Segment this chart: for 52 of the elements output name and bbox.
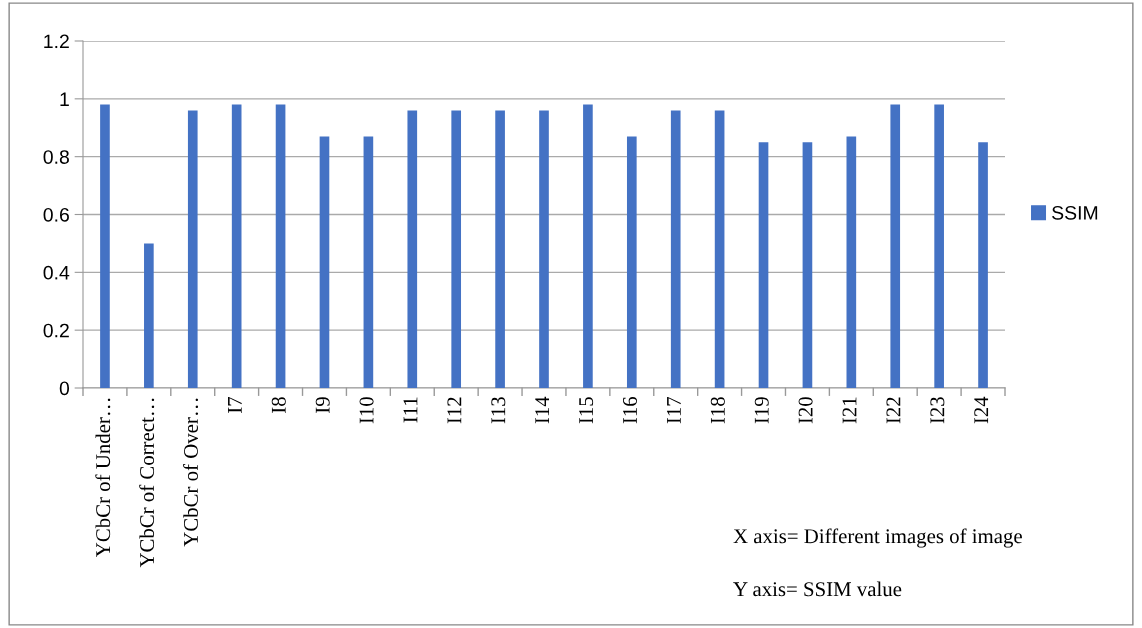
x-tick-label: I18	[710, 397, 725, 424]
bar	[978, 142, 988, 388]
y-tick-label: 0.6	[43, 207, 69, 222]
bar	[583, 104, 593, 388]
x-tick-label: I9	[315, 397, 330, 413]
x-tick-label: I22	[886, 397, 901, 424]
bar	[846, 136, 857, 388]
bar	[275, 104, 286, 388]
x-tick-label: I12	[447, 397, 462, 424]
bar	[626, 136, 637, 388]
bar	[144, 243, 154, 388]
x-tick-label: I17	[666, 396, 681, 424]
bar	[100, 104, 110, 388]
x-tick-label: I10	[359, 397, 374, 424]
bar	[495, 110, 505, 388]
x-tick-label: I13	[491, 397, 506, 424]
y-tick-label: 0.8	[43, 150, 69, 164]
text: X axis= Different images of image	[733, 528, 1022, 548]
x-tick-label: I7	[228, 396, 242, 413]
x-tick-label: I11	[403, 397, 418, 423]
bar	[407, 110, 418, 388]
x-tick-label: I24	[974, 396, 989, 424]
x-tick-label: I8	[271, 397, 286, 413]
x-tick-label: YCbCr of Under…	[95, 398, 111, 557]
x-tick-label: I14	[535, 396, 550, 424]
bar	[187, 110, 198, 388]
x-tick-label: YCbCr of Over…	[183, 398, 199, 547]
bar	[670, 110, 681, 388]
x-tick-label: I20	[798, 397, 813, 424]
bar	[451, 110, 462, 388]
y-tick-label: 1	[60, 92, 69, 106]
bar	[934, 104, 944, 388]
text: Y axis= SSIM value	[733, 581, 902, 597]
bar	[231, 104, 242, 388]
bar	[802, 142, 813, 388]
y-tick-label: 1.2	[44, 34, 69, 49]
x-tick-label: I19	[754, 397, 769, 424]
bar	[319, 136, 330, 388]
x-tick-label: I23	[930, 397, 945, 424]
x-tick-label: I15	[579, 397, 594, 424]
bar	[539, 110, 549, 388]
bar	[890, 104, 901, 388]
x-tick-label: I16	[623, 396, 638, 424]
bar	[363, 136, 374, 388]
y-tick-label: 0	[59, 381, 70, 396]
y-tick-label: 0.2	[43, 323, 69, 338]
x-tick-label: I21	[842, 397, 857, 424]
x-tick-label: YCbCr of Correct…	[139, 398, 155, 568]
legend-label: SSIM	[1052, 205, 1098, 220]
bar	[714, 110, 725, 388]
y-tick-label: 0.4	[43, 265, 70, 280]
bar	[758, 142, 769, 388]
